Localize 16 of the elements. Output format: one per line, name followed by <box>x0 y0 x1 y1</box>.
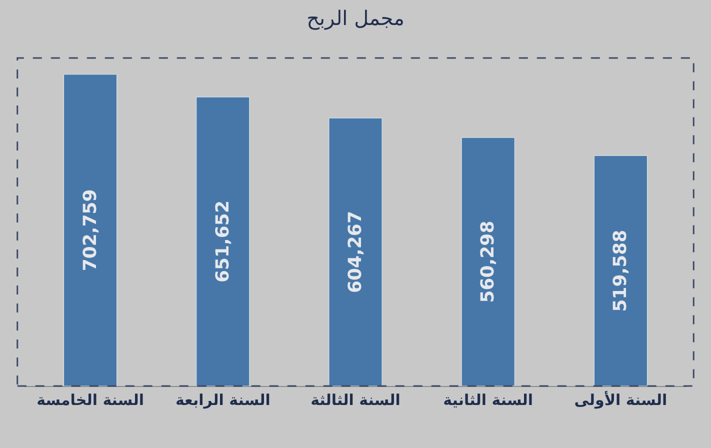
chart-title: مجمل الربح <box>306 6 404 30</box>
bar <box>594 155 648 386</box>
x-tick-label: السنة الأولى <box>574 390 668 409</box>
x-tick-label: السنة الثانية <box>443 391 534 409</box>
data-label: 604,267 <box>345 211 366 294</box>
data-label: 519,588 <box>610 230 632 312</box>
x-tick-label: السنة الرابعة <box>175 391 270 409</box>
data-label: 560,298 <box>478 220 499 303</box>
bar <box>196 96 250 386</box>
x-tick-label: السنة الخامسة <box>36 391 144 409</box>
bar <box>461 137 515 386</box>
bar <box>64 74 118 386</box>
x-tick-label: السنة الثالثة <box>310 391 400 409</box>
bar <box>328 118 382 386</box>
data-label: 702,759 <box>80 189 101 272</box>
data-label: 651,652 <box>212 200 234 283</box>
